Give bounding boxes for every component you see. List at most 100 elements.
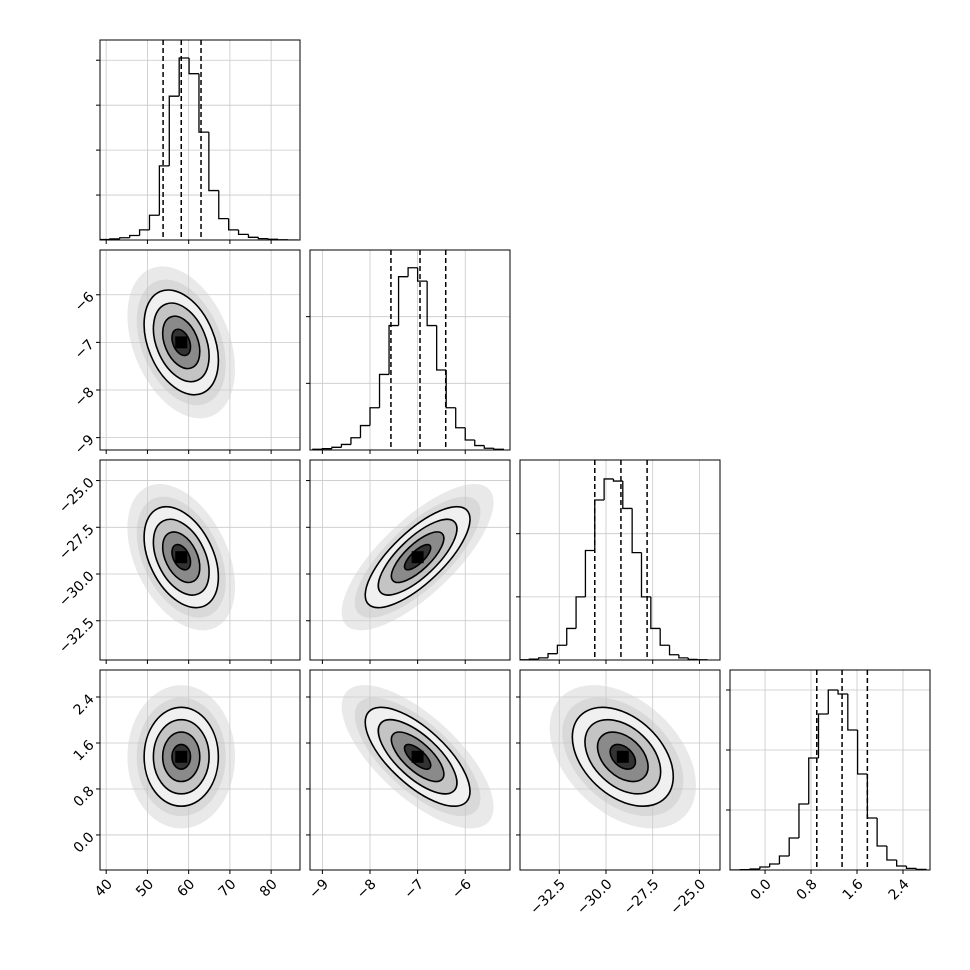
panel [310,250,510,450]
x-tick-label: −30.0 [574,876,616,918]
histogram-bin [218,190,229,220]
histogram-bin [687,657,698,660]
histogram-bin [575,596,586,629]
x-tick-label: −6 [449,876,475,902]
histogram-bin [538,657,549,660]
x-tick-label: 0.8 [794,876,821,903]
panel-frame [99,249,301,451]
histogram-bin [331,446,342,449]
histogram-bin [359,424,370,438]
panel [100,40,300,240]
x-tick-label: 50 [133,876,157,900]
panel [100,460,300,660]
panel-frame [729,669,931,871]
histogram-bin [109,238,120,240]
histogram-bin [905,866,917,870]
histogram-bin [397,276,409,326]
y-tick-label: −9 [72,432,98,458]
histogram-bin [837,690,848,695]
histogram-bin [178,57,190,97]
x-tick-label: 2.4 [886,876,913,903]
x-tick-label: 60 [174,876,198,900]
panel-frame [519,459,721,661]
histogram-bin [788,837,799,856]
y-tick-label: −32.5 [56,615,98,657]
panel [310,460,510,660]
y-tick-label: 1.6 [71,737,98,764]
histogram-bin [378,373,390,408]
panel [520,460,720,660]
panel [100,250,300,450]
histogram-bin [749,868,760,870]
panel-frame [99,39,301,241]
histogram-bin [759,866,770,869]
histogram-bin [369,407,380,426]
x-tick-label: 1.6 [840,876,867,903]
histogram-bin [847,694,858,731]
histogram-bin [321,448,332,450]
histogram-bin [566,627,577,646]
histogram-bin [436,325,447,371]
y-tick-label: −8 [72,384,98,410]
histogram-bin [612,478,623,482]
histogram-bin [237,229,249,236]
histogram-bin [407,267,418,277]
x-tick-label: −27.5 [621,876,663,918]
x-tick-label: −25.0 [667,876,709,918]
histogram-bin [659,628,670,646]
y-tick-label: 0.8 [71,783,98,810]
histogram-bin [474,440,485,447]
histogram-bin [158,165,170,216]
density-peak [175,551,188,564]
histogram-bin [138,229,150,236]
panel-frame [519,669,721,871]
histogram-bin [188,57,199,75]
histogram-bin [247,234,259,238]
panel-frame [309,249,511,451]
histogram-bin [129,234,140,238]
histogram-bin [622,481,633,510]
panel-frame [99,669,301,871]
histogram-bin [547,653,558,658]
histogram-bin [650,596,661,630]
histogram-bin [631,508,642,554]
density-peak [411,750,424,763]
histogram-bin [483,445,494,449]
histogram-bin [808,757,819,804]
y-tick-label: −25.0 [56,475,98,517]
histogram-bin [464,427,475,441]
y-tick-label: −27.5 [56,522,98,564]
y-tick-label: 2.4 [71,691,98,718]
histogram-bin [168,95,180,166]
y-tick-label: −6 [72,289,98,315]
y-tick-label: −30.0 [56,568,98,610]
histogram-bin [640,552,651,598]
histogram-bin [603,478,614,500]
histogram-bin [445,370,456,409]
histogram-bin [119,237,130,239]
x-tick-label: 70 [216,876,240,900]
panel [730,670,930,870]
x-tick-label: 40 [92,876,116,900]
panel-frame [309,669,511,871]
histogram-bin [208,132,219,192]
histogram-bin [866,774,878,819]
histogram-bin [769,863,780,867]
panel-frame [309,459,511,661]
histogram-bin [350,437,361,445]
histogram-bin [455,407,466,429]
panel [520,670,720,870]
histogram-bin [228,218,239,231]
density-peak [175,750,188,763]
histogram-bin [886,846,897,861]
histogram-bin [594,499,605,551]
panel [310,670,510,870]
histogram-bin [388,324,399,375]
x-tick-label: −9 [306,876,332,902]
histogram-bin [856,730,868,775]
x-tick-label: −32.5 [527,876,569,918]
panel [100,670,300,870]
panel-frame [99,459,301,661]
y-tick-label: 0.0 [71,829,98,856]
